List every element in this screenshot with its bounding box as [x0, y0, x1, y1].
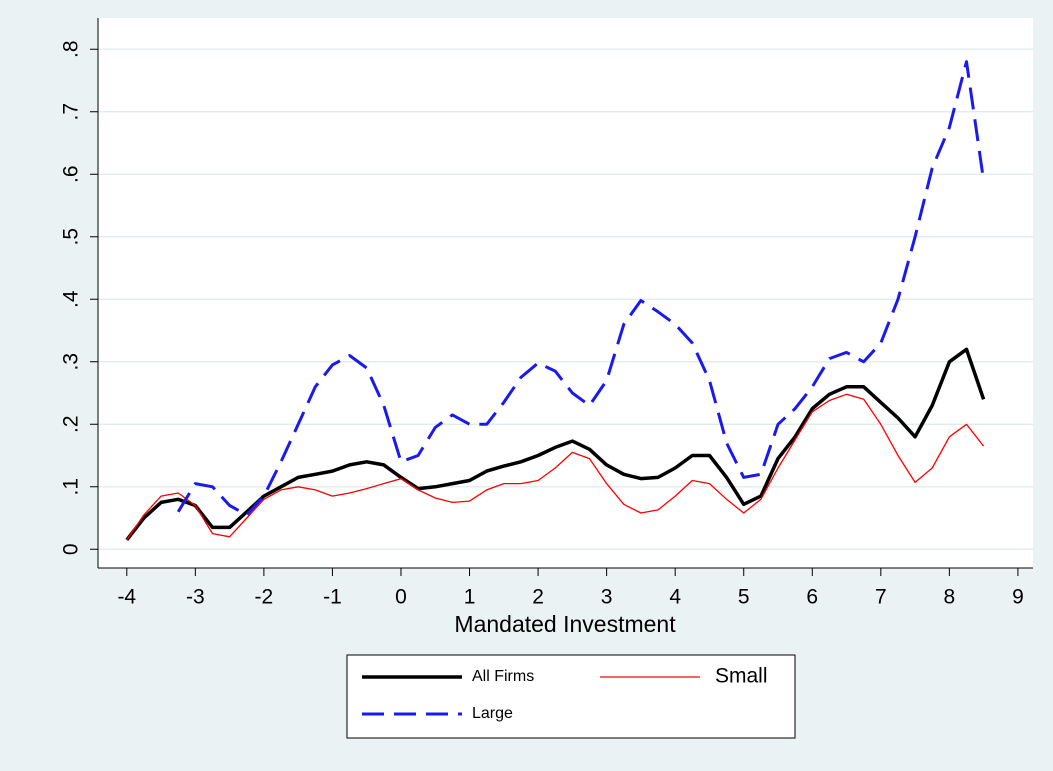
x-tick-label: 2: [532, 586, 544, 609]
y-tick-label: .2: [60, 415, 83, 433]
x-tick-label: 3: [601, 586, 613, 609]
x-tick-label: 0: [395, 586, 407, 609]
series-line: [125, 347, 986, 541]
y-tick-label: .8: [60, 40, 83, 58]
y-tick-label: .1: [60, 478, 83, 496]
y-tick-label: .3: [60, 353, 83, 371]
x-tick-label: -3: [186, 586, 205, 609]
x-tick-label: 8: [944, 586, 956, 609]
x-tick-label: -2: [255, 586, 274, 609]
x-tick-label: -4: [117, 586, 136, 609]
x-tick-label: 1: [464, 586, 476, 609]
y-tick-label: 0: [60, 543, 83, 555]
legend-label: Small: [715, 665, 768, 688]
x-tick-label: 9: [1012, 586, 1024, 609]
legend-label: Large: [472, 705, 513, 722]
y-tick-label: .4: [60, 290, 83, 308]
x-tick-label: -1: [323, 586, 342, 609]
x-tick-label: 5: [738, 586, 750, 609]
series-line: [176, 60, 986, 517]
y-tick-label: .5: [60, 228, 83, 246]
legend-label: All Firms: [472, 668, 534, 685]
plot-area: [98, 18, 1033, 568]
x-tick-label: 6: [806, 586, 818, 609]
x-tick-label: 7: [875, 586, 887, 609]
legend: [346, 654, 796, 739]
x-tick-label: 4: [669, 586, 681, 609]
y-tick-label: .6: [60, 165, 83, 183]
x-axis-label: Mandated Investment: [454, 611, 676, 637]
series-line: [126, 393, 985, 541]
y-tick-label: .7: [60, 103, 83, 121]
